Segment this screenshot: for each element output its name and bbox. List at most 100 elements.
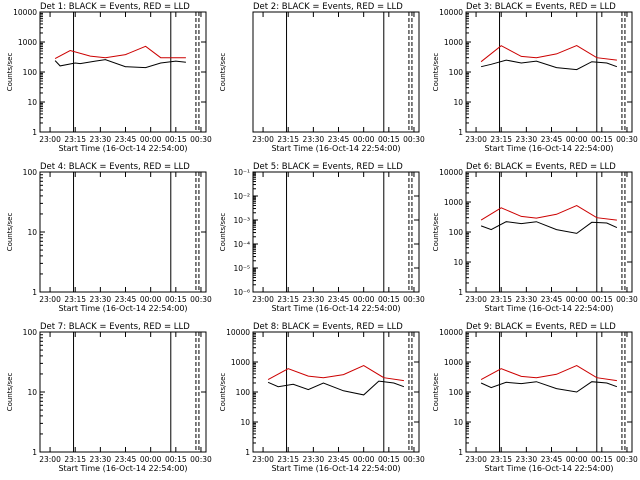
y-tick-label: 1000 [444, 358, 463, 367]
events-series [54, 59, 186, 69]
x-tick-label: 00:15 [591, 295, 613, 304]
x-axis-label: Start Time (16-Oct-14 22:54:00) [271, 304, 400, 313]
x-tick-label: 23:15 [64, 135, 86, 144]
y-tick-label: 10 [453, 418, 463, 427]
x-tick-label: 23:15 [277, 455, 299, 464]
x-tick-label: 00:00 [566, 455, 588, 464]
y-tick-label: 1 [458, 288, 463, 297]
x-tick-label: 23:45 [541, 295, 563, 304]
x-tick-label: 00:15 [165, 295, 187, 304]
x-axis-label: Start Time (16-Oct-14 22:54:00) [484, 304, 613, 313]
plot-frame [465, 171, 633, 293]
x-tick-label: 23:00 [252, 295, 274, 304]
y-tick-label: 10⁻³ [233, 216, 250, 225]
x-axis-label: Start Time (16-Oct-14 22:54:00) [484, 464, 613, 473]
x-tick-label: 00:30 [616, 455, 638, 464]
panel-4: Det 4: BLACK = Events, RED = LLD 1 10 100 Co… [6, 162, 212, 313]
x-tick-label: 23:30 [516, 135, 538, 144]
x-tick-label: 00:15 [591, 455, 613, 464]
y-tick-label: 10⁻⁴ [233, 240, 250, 249]
panel-8: Det 8: BLACK = Events, RED = LLD 1 10 100 10… [219, 322, 425, 473]
x-tick-label: 23:00 [39, 295, 61, 304]
plot-frame [39, 331, 207, 453]
y-tick-label: 1 [458, 448, 463, 457]
x-tick-label: 00:00 [353, 455, 375, 464]
x-axis-label: Start Time (16-Oct-14 22:54:00) [58, 464, 187, 473]
x-tick-label: 00:30 [616, 135, 638, 144]
x-tick-label: 23:00 [465, 135, 487, 144]
x-axis-label: Start Time (16-Oct-14 22:54:00) [484, 144, 613, 153]
panel-7: Det 7: BLACK = Events, RED = LLD 1 10 100 Co… [6, 322, 212, 473]
x-tick-label: 23:00 [39, 455, 61, 464]
y-tick-label: 10000 [13, 8, 37, 17]
x-tick-label: 23:15 [490, 135, 512, 144]
x-tick-label: 23:45 [328, 295, 350, 304]
x-tick-label: 23:45 [541, 135, 563, 144]
y-tick-label: 1000 [444, 38, 463, 47]
panel-title: Det 2: BLACK = Events, RED = LLD [253, 2, 403, 12]
x-tick-label: 23:45 [541, 455, 563, 464]
x-tick-label: 23:30 [516, 455, 538, 464]
y-axis-label: Counts/sec [6, 373, 14, 412]
y-axis-label: Counts/sec [219, 213, 227, 252]
x-tick-label: 00:30 [403, 455, 425, 464]
x-axis-label: Start Time (16-Oct-14 22:54:00) [58, 304, 187, 313]
x-tick-label: 23:00 [39, 135, 61, 144]
panel-title: Det 3: BLACK = Events, RED = LLD [466, 2, 616, 12]
plot-frame [252, 171, 420, 293]
x-tick-label: 23:00 [252, 455, 274, 464]
plot-frame [252, 331, 420, 453]
x-tick-label: 23:15 [64, 295, 86, 304]
lld-series [480, 205, 617, 221]
y-tick-label: 10 [27, 98, 37, 107]
x-tick-label: 00:30 [616, 295, 638, 304]
panel-9: Det 9: BLACK = Events, RED = LLD 1 10 100 10… [432, 322, 638, 473]
x-tick-label: 23:30 [516, 295, 538, 304]
lld-series [54, 45, 186, 60]
y-tick-label: 100 [236, 388, 251, 397]
plot-frame [465, 11, 633, 133]
y-axis-label: Counts/sec [432, 53, 440, 92]
panel-title: Det 6: BLACK = Events, RED = LLD [466, 162, 616, 172]
x-tick-label: 00:30 [190, 295, 212, 304]
x-tick-label: 00:00 [353, 295, 375, 304]
panel-6: Det 6: BLACK = Events, RED = LLD 1 10 100 10… [432, 162, 638, 313]
x-tick-label: 00:00 [140, 135, 162, 144]
y-tick-label: 100 [23, 68, 38, 77]
x-tick-label: 00:30 [403, 295, 425, 304]
y-tick-label: 10 [453, 258, 463, 267]
y-tick-label: 1 [32, 448, 37, 457]
x-tick-label: 23:30 [90, 455, 112, 464]
y-tick-label: 1 [32, 128, 37, 137]
y-tick-label: 10000 [439, 328, 463, 337]
x-tick-label: 23:45 [115, 455, 137, 464]
panel-title: Det 9: BLACK = Events, RED = LLD [466, 322, 616, 332]
y-tick-label: 1000 [231, 358, 250, 367]
y-tick-label: 10⁻⁶ [233, 288, 250, 297]
x-tick-label: 23:00 [465, 295, 487, 304]
y-tick-label: 100 [449, 388, 464, 397]
lld-series [480, 45, 617, 63]
x-tick-label: 00:00 [566, 295, 588, 304]
y-tick-label: 10000 [439, 168, 463, 177]
panel-title: Det 1: BLACK = Events, RED = LLD [40, 2, 190, 12]
events-series [267, 380, 405, 396]
events-series [480, 59, 618, 71]
x-tick-label: 00:00 [353, 135, 375, 144]
x-tick-label: 00:00 [566, 135, 588, 144]
y-tick-label: 100 [23, 168, 38, 177]
x-tick-label: 00:00 [140, 455, 162, 464]
y-tick-label: 10⁻¹ [233, 168, 250, 177]
y-tick-label: 10⁻² [233, 192, 250, 201]
x-tick-label: 23:15 [490, 295, 512, 304]
x-axis-label: Start Time (16-Oct-14 22:54:00) [271, 144, 400, 153]
y-tick-label: 10000 [226, 328, 250, 337]
x-tick-label: 23:45 [328, 455, 350, 464]
y-axis-label: Counts/sec [6, 213, 14, 252]
y-tick-label: 1 [32, 288, 37, 297]
x-tick-label: 23:15 [64, 455, 86, 464]
lld-series [267, 365, 404, 382]
x-tick-label: 23:30 [90, 295, 112, 304]
x-tick-label: 00:15 [591, 135, 613, 144]
